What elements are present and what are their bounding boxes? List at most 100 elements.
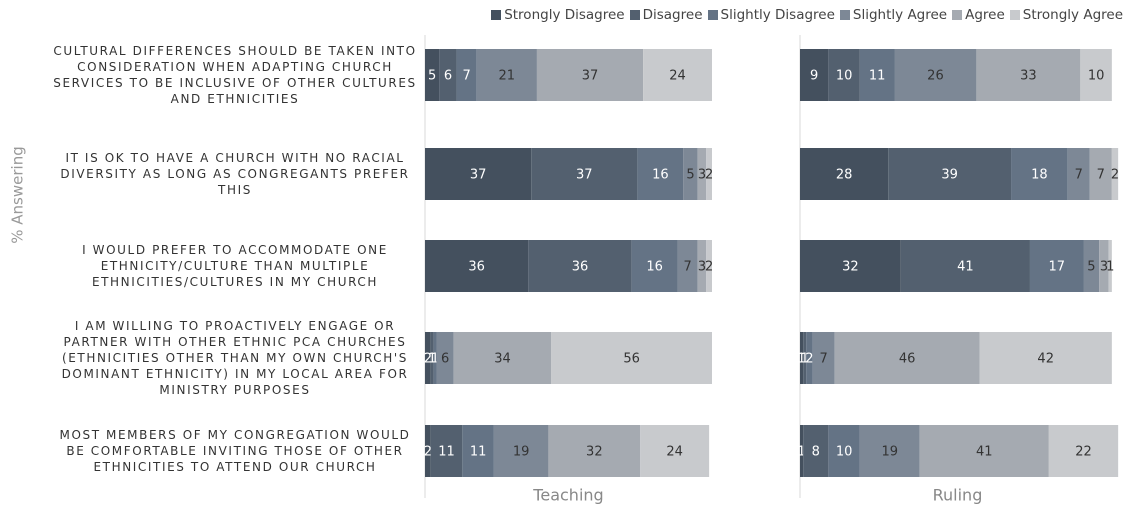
legend-item: Slightly Agree (839, 7, 947, 23)
bar-segment (1099, 240, 1109, 292)
value-label: 10 (836, 69, 853, 84)
value-label: 9 (810, 69, 818, 84)
value-label: 36 (572, 260, 589, 275)
value-label: 7 (683, 260, 691, 275)
value-label: 34 (494, 352, 511, 367)
bar-segment (456, 49, 477, 101)
bar-segment (812, 332, 835, 384)
bar-segment (828, 49, 860, 101)
bar-segment (433, 332, 437, 384)
value-label: 42 (1037, 352, 1054, 367)
bar-segment (834, 332, 980, 384)
bar-segment (806, 332, 813, 384)
bar-segment (425, 332, 431, 384)
value-label: 1 (801, 352, 809, 367)
bar-segment (1080, 49, 1112, 101)
value-label: 37 (576, 168, 593, 183)
value-label: 3 (698, 260, 706, 275)
bar-segment (425, 49, 440, 101)
bar-segment (425, 425, 431, 477)
bar-segment (888, 148, 1012, 200)
value-label: 39 (941, 168, 958, 183)
bar-segment (637, 148, 684, 200)
value-label: 11 (470, 445, 487, 460)
value-label: 36 (468, 260, 485, 275)
bar-segment (536, 49, 644, 101)
value-label: 24 (669, 69, 686, 84)
value-label: 7 (1097, 168, 1105, 183)
legend-item: Strongly Agree (1009, 7, 1123, 23)
bar-segment (683, 148, 698, 200)
value-label: 26 (927, 69, 944, 84)
value-label: 1 (797, 352, 805, 367)
bar-segment (640, 425, 710, 477)
value-label: 5 (686, 168, 694, 183)
value-label: 28 (836, 168, 853, 183)
legend-swatch (707, 10, 718, 20)
bar-segment (1111, 148, 1119, 200)
bar-segment (436, 332, 454, 384)
legend-swatch (952, 10, 963, 20)
category-label: Most members of my congregation would be… (59, 428, 411, 474)
category-label: I would prefer to accommodate one ethnic… (82, 243, 388, 289)
legend: Strongly Disagree Disagree Slightly Disagr… (491, 7, 1123, 23)
legend-swatch (629, 10, 640, 20)
panel-label: Ruling (933, 486, 983, 505)
bar-segment (493, 425, 549, 477)
value-label: 3 (698, 168, 706, 183)
bar-segment (894, 49, 977, 101)
bar-segment (1029, 240, 1084, 292)
value-label: 1 (431, 352, 439, 367)
legend-label: Slightly Disagree (720, 7, 835, 23)
bar-segment (979, 332, 1112, 384)
bar-segment (697, 240, 707, 292)
value-label: 2 (705, 260, 713, 275)
bar-segment (425, 148, 532, 200)
bar-segment (1048, 425, 1119, 477)
value-label: 33 (1020, 69, 1037, 84)
value-label: 22 (1075, 445, 1092, 460)
category-label: I am willing to proactively engage or pa… (61, 319, 409, 397)
value-label: 11 (438, 445, 455, 460)
value-label: 1 (1106, 260, 1114, 275)
bar-segment (476, 49, 537, 101)
value-label: 2 (705, 168, 713, 183)
value-label: 16 (646, 260, 663, 275)
legend-label: Disagree (642, 7, 703, 23)
bar-segment (430, 425, 463, 477)
category-label: It is ok to have a church with no racial… (60, 151, 410, 197)
value-label: 24 (666, 445, 683, 460)
bar-segment (462, 425, 494, 477)
bar-segment (1083, 240, 1100, 292)
bar-segment (1108, 240, 1112, 292)
value-label: 5 (428, 69, 436, 84)
value-label: 6 (441, 352, 449, 367)
value-label: 5 (1087, 260, 1095, 275)
value-label: 41 (976, 445, 993, 460)
value-label: 32 (842, 260, 859, 275)
bar-segment (439, 49, 457, 101)
bar-segment (548, 425, 641, 477)
value-label: 8 (812, 445, 820, 460)
bar-segment (803, 425, 829, 477)
value-label: 7 (462, 69, 470, 84)
value-label: 37 (582, 69, 599, 84)
value-label: 18 (1031, 168, 1048, 183)
value-label: 1 (428, 352, 436, 367)
value-label: 2 (805, 352, 813, 367)
value-label: 21 (499, 69, 516, 84)
bar-segment (800, 49, 829, 101)
bar-segment (919, 425, 1049, 477)
legend-swatch (491, 10, 502, 20)
bar-segment (900, 240, 1030, 292)
value-label: 56 (623, 352, 640, 367)
value-label: 7 (1075, 168, 1083, 183)
value-label: 11 (869, 69, 886, 84)
value-label: 2 (1111, 168, 1119, 183)
legend-label: Agree (965, 7, 1005, 23)
legend-item: Disagree (629, 7, 703, 23)
value-label: 32 (586, 445, 603, 460)
bar-segment (859, 425, 920, 477)
